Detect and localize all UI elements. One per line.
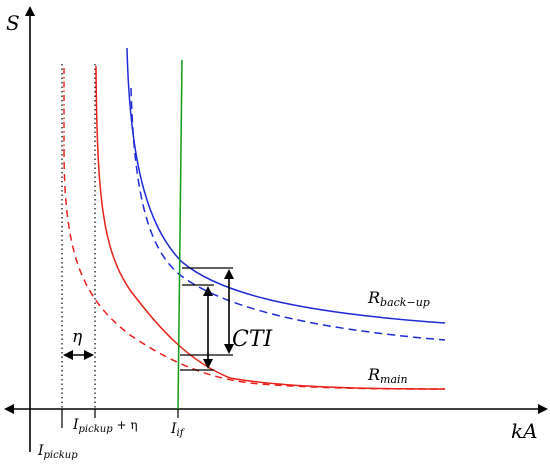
i-if-label: Iif: [170, 421, 186, 439]
x-axis-label: kA: [511, 419, 538, 443]
main-curve-actual: [95, 65, 446, 390]
main-curve-nominal: [63, 149, 446, 390]
backup-curve-actual: [126, 47, 446, 324]
fault-current-line: [177, 59, 183, 410]
i-pickup-label: Ipickup: [37, 443, 78, 461]
cti-label: CTI: [232, 327, 274, 352]
eta-label: η: [72, 327, 83, 347]
r-backup-label: Rback−up: [367, 288, 430, 309]
y-axis-label: S: [6, 11, 20, 35]
r-main-label: Rmain: [367, 365, 408, 386]
i-pickup-eta-label: Ipickup + η: [72, 417, 138, 435]
